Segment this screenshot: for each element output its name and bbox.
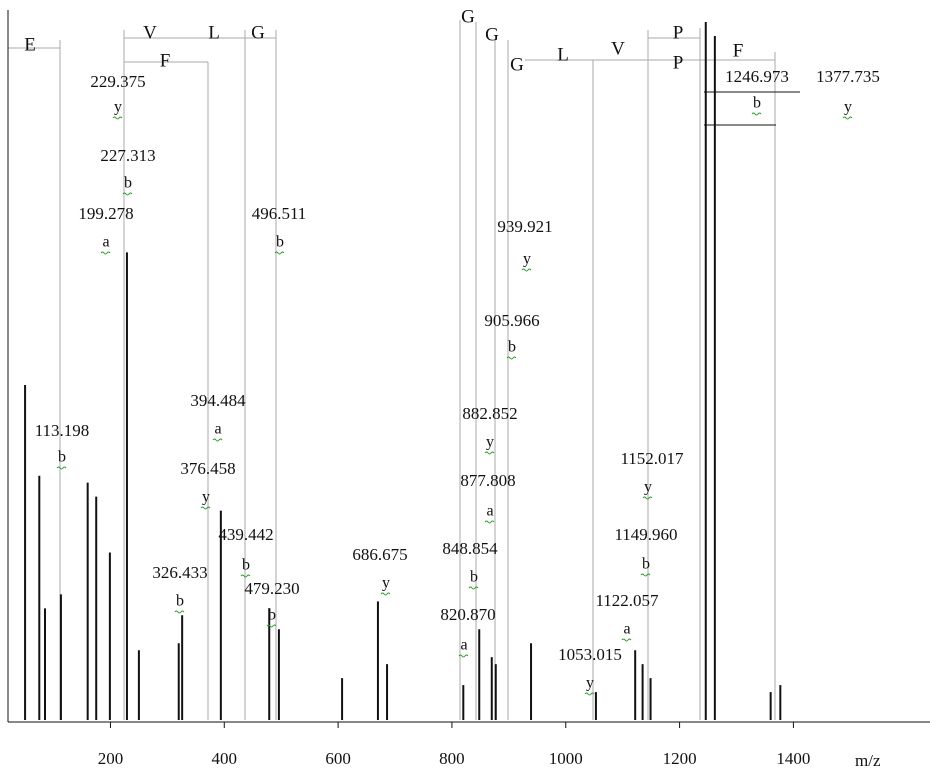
peak-label: 394.484 bbox=[190, 391, 246, 410]
x-axis-label: m/z bbox=[855, 751, 881, 770]
ion-underline bbox=[584, 692, 595, 696]
ion-type: b bbox=[276, 234, 284, 251]
ion-type: y bbox=[844, 99, 852, 116]
ion-type: b bbox=[642, 556, 650, 573]
peak-label: 113.198 bbox=[35, 421, 90, 440]
ion-underline bbox=[100, 251, 111, 255]
ion-type: b bbox=[753, 95, 761, 112]
ion-underline bbox=[640, 573, 651, 577]
ion-type: y bbox=[382, 575, 390, 592]
residue: L bbox=[557, 44, 569, 65]
ion-underline bbox=[56, 466, 67, 470]
peak-label: 229.375 bbox=[90, 72, 145, 91]
ion-underline bbox=[506, 356, 517, 360]
residue: F bbox=[733, 40, 744, 61]
x-tick-label: 1000 bbox=[549, 749, 583, 768]
x-tick-label: 400 bbox=[212, 749, 238, 768]
x-tick-label: 200 bbox=[98, 749, 124, 768]
peak-label: 479.230 bbox=[244, 579, 299, 598]
ion-underline bbox=[484, 520, 495, 524]
x-tick-label: 1200 bbox=[663, 749, 697, 768]
ion-type: a bbox=[102, 234, 109, 251]
ion-underline bbox=[458, 654, 469, 658]
residue: P bbox=[673, 22, 684, 43]
peak-label: 848.854 bbox=[442, 539, 498, 558]
ion-underline bbox=[751, 112, 762, 116]
residue: E bbox=[24, 34, 36, 55]
ion-underline bbox=[380, 592, 391, 596]
x-tick-label: 1400 bbox=[776, 749, 810, 768]
residue: V bbox=[611, 38, 625, 59]
ion-underline bbox=[266, 624, 277, 628]
peak-label: 1149.960 bbox=[614, 525, 677, 544]
residue: V bbox=[143, 22, 157, 43]
ladder-lines bbox=[8, 20, 776, 720]
ion-underline bbox=[468, 586, 479, 590]
ion-type: a bbox=[623, 621, 630, 638]
ion-type: a bbox=[460, 637, 467, 654]
ion-type: y bbox=[114, 99, 122, 116]
ion-type: b bbox=[242, 557, 250, 574]
ion-type: y bbox=[202, 489, 210, 506]
ion-type: y bbox=[586, 675, 594, 692]
residue: G bbox=[251, 22, 265, 43]
ion-underline bbox=[240, 574, 251, 578]
ion-underline bbox=[212, 438, 223, 442]
ion-underline bbox=[200, 506, 211, 510]
peak-label: 1246.973 bbox=[725, 67, 789, 86]
ion-underline bbox=[621, 638, 632, 642]
residue: P bbox=[673, 52, 684, 73]
ion-underline bbox=[842, 116, 853, 120]
x-tick-label: 600 bbox=[325, 749, 351, 768]
peak-label: 939.921 bbox=[497, 217, 552, 236]
peak-label: 1377.735 bbox=[816, 67, 880, 86]
ion-underline bbox=[521, 268, 532, 272]
peak-label: 905.966 bbox=[484, 311, 539, 330]
residue: G bbox=[461, 6, 475, 27]
ion-type: a bbox=[214, 421, 221, 438]
peak-label: 496.511 bbox=[252, 204, 307, 223]
peak-label: 1152.017 bbox=[620, 449, 684, 468]
ion-underline bbox=[122, 192, 133, 196]
ion-type: b bbox=[470, 569, 478, 586]
ion-underline bbox=[274, 251, 285, 255]
ion-underline bbox=[112, 116, 123, 120]
ion-type: y bbox=[523, 251, 531, 268]
precursor-box bbox=[704, 91, 800, 126]
peak-label: 1053.015 bbox=[558, 645, 622, 664]
ion-type: b bbox=[508, 339, 516, 356]
ion-underline bbox=[174, 610, 185, 614]
ion-underline bbox=[484, 451, 495, 455]
ion-type: y bbox=[486, 434, 494, 451]
peak-label: 820.870 bbox=[440, 605, 495, 624]
peak-label: 882.852 bbox=[462, 404, 517, 423]
x-tick-label: 800 bbox=[439, 749, 465, 768]
peak-label: 227.313 bbox=[100, 146, 155, 165]
ion-underline bbox=[642, 496, 653, 500]
peak-label: 199.278 bbox=[78, 204, 133, 223]
ion-type: b bbox=[176, 593, 184, 610]
ion-type: a bbox=[486, 503, 493, 520]
ion-type: b bbox=[268, 607, 276, 624]
peak-label: 686.675 bbox=[352, 545, 407, 564]
peak-label: 439.442 bbox=[218, 525, 273, 544]
peak-label: 1122.057 bbox=[595, 591, 659, 610]
residue: L bbox=[208, 22, 220, 43]
residue: G bbox=[485, 24, 499, 45]
ion-type: b bbox=[58, 449, 66, 466]
residue: F bbox=[160, 50, 171, 71]
ion-type: y bbox=[644, 479, 652, 496]
peak-label: 877.808 bbox=[460, 471, 515, 490]
peak-label: 326.433 bbox=[152, 563, 207, 582]
ion-type: b bbox=[124, 175, 132, 192]
peak-label: 376.458 bbox=[180, 459, 235, 478]
residue: G bbox=[510, 54, 524, 75]
